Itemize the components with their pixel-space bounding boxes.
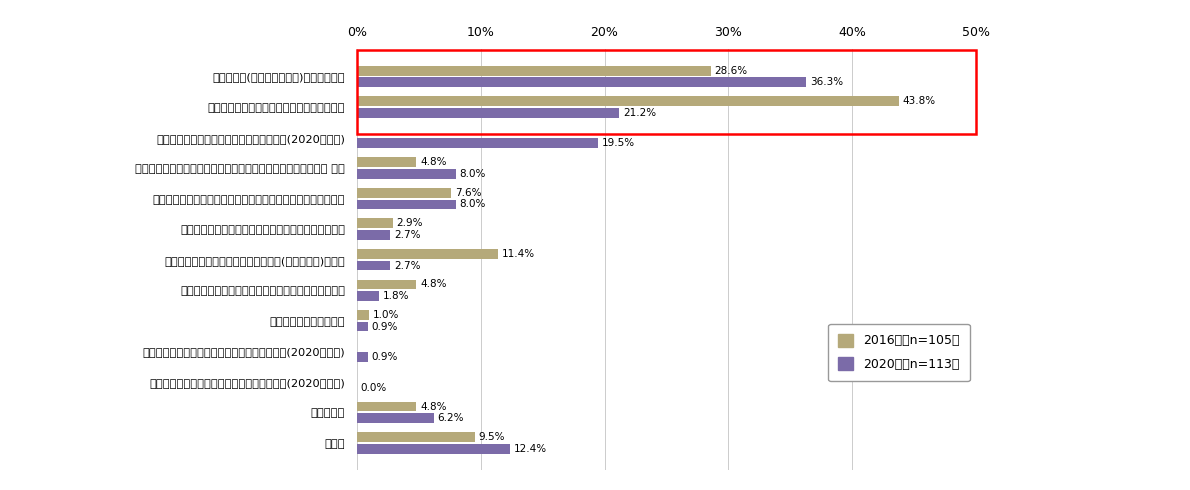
Text: 0.9%: 0.9% (371, 321, 399, 332)
Text: 11.4%: 11.4% (502, 249, 536, 259)
Text: 12.4%: 12.4% (514, 444, 547, 454)
Text: 36.3%: 36.3% (810, 77, 843, 87)
Bar (357, 280, 416, 289)
Bar (357, 66, 710, 75)
Bar (357, 291, 380, 301)
Bar (357, 402, 416, 412)
Text: 2.7%: 2.7% (394, 261, 420, 270)
Text: 0.9%: 0.9% (371, 352, 399, 362)
Bar (357, 199, 456, 209)
Bar (357, 310, 369, 320)
Bar (357, 97, 900, 106)
Text: 2.7%: 2.7% (394, 230, 420, 240)
Text: 8.0%: 8.0% (459, 199, 486, 209)
Bar (357, 444, 511, 454)
Text: 43.8%: 43.8% (903, 96, 935, 106)
Bar (357, 219, 393, 228)
Bar (357, 413, 433, 423)
Text: 9.5%: 9.5% (478, 432, 505, 442)
Bar (357, 432, 475, 442)
Text: 6.2%: 6.2% (438, 413, 464, 423)
Text: 2.9%: 2.9% (396, 219, 424, 228)
Bar (357, 230, 390, 240)
Text: 4.8%: 4.8% (420, 157, 446, 167)
Text: 28.6%: 28.6% (715, 66, 747, 75)
Bar (357, 169, 456, 179)
Bar (357, 352, 368, 362)
Text: 21.2%: 21.2% (624, 108, 656, 118)
Bar (357, 261, 390, 270)
Bar (357, 77, 807, 87)
Bar (357, 322, 368, 331)
Text: 4.8%: 4.8% (420, 279, 446, 290)
Bar (357, 249, 499, 259)
Text: 19.5%: 19.5% (602, 138, 635, 148)
Text: 4.8%: 4.8% (420, 402, 446, 412)
Text: 0.0%: 0.0% (361, 383, 387, 392)
Bar (357, 157, 416, 167)
Text: 1.0%: 1.0% (374, 310, 400, 320)
Bar (357, 188, 451, 197)
Text: 8.0%: 8.0% (459, 169, 486, 179)
Legend: 2016年（n=105）, 2020年（n=113）: 2016年（n=105）, 2020年（n=113） (828, 324, 970, 381)
Text: 1.8%: 1.8% (383, 291, 409, 301)
Bar (357, 108, 619, 118)
Bar (357, 139, 599, 148)
Text: 7.6%: 7.6% (455, 188, 481, 198)
